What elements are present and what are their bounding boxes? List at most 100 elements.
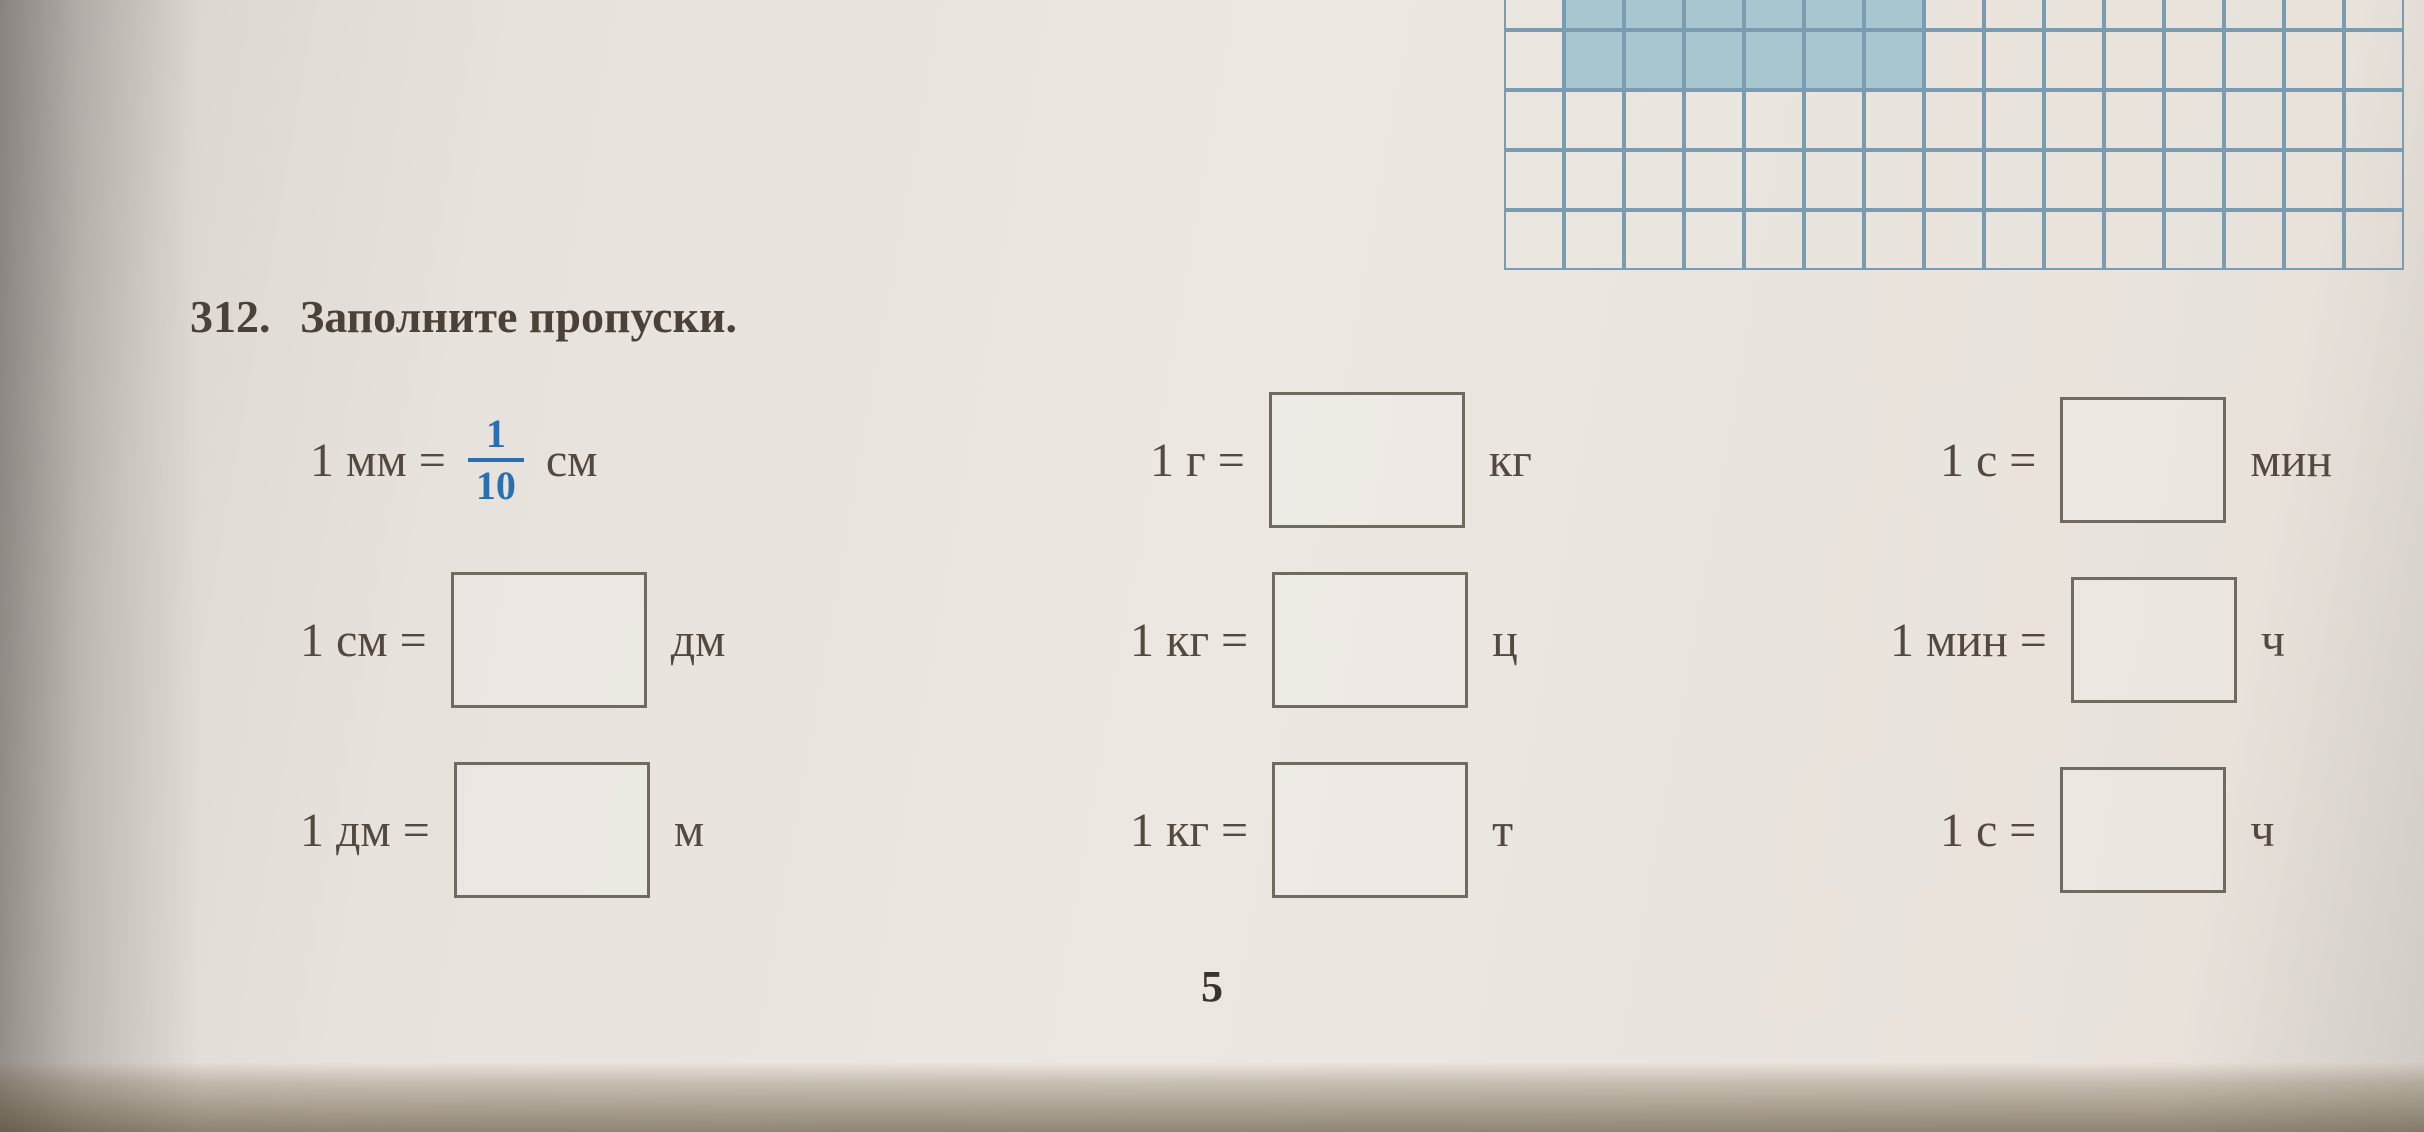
fraction-1-10: 1 10 (468, 414, 524, 506)
unit: м (662, 803, 704, 858)
grid-cell (2344, 90, 2404, 150)
grid-cell (2224, 90, 2284, 150)
grid-cell (1504, 210, 1564, 270)
unit: ч (2249, 613, 2285, 668)
grid-cell (2044, 150, 2104, 210)
eq-min-h: 1 мин = ч (1890, 570, 2285, 710)
grid-cell (2044, 90, 2104, 150)
grid-cell (1504, 150, 1564, 210)
grid-cell (1804, 150, 1864, 210)
grid-cell (2224, 210, 2284, 270)
grid-cell (2164, 0, 2224, 30)
answer-box[interactable] (2060, 397, 2226, 523)
problem-number: 312. (190, 290, 271, 343)
grid-cell (2104, 210, 2164, 270)
grid-cell (2164, 30, 2224, 90)
lhs: 1 кг = (1130, 803, 1260, 858)
unit: дм (659, 613, 726, 668)
binding-shadow (0, 0, 200, 1132)
grid-cell (2224, 0, 2284, 30)
grid-cell (1744, 0, 1804, 30)
grid-cell (1924, 150, 1984, 210)
unit: см (534, 433, 598, 488)
unit: т (1480, 803, 1513, 858)
eq-g-kg: 1 г = кг (1150, 390, 1532, 530)
grid-cell (1864, 150, 1924, 210)
grid-cell (1984, 0, 2044, 30)
grid-cell (1624, 0, 1684, 30)
lhs: 1 с = (1940, 433, 2048, 488)
grid-cell (1564, 30, 1624, 90)
grid-cell (1684, 0, 1744, 30)
grid-cell (2164, 150, 2224, 210)
grid-cell (1624, 150, 1684, 210)
grid-cell (1744, 210, 1804, 270)
grid-cell (1864, 210, 1924, 270)
grid-cell (2344, 210, 2404, 270)
grid-cell (2224, 30, 2284, 90)
grid-cell (1864, 90, 1924, 150)
grid-cell (2284, 0, 2344, 30)
answer-box[interactable] (1269, 392, 1465, 528)
grid-cell (1684, 150, 1744, 210)
unit: кг (1477, 433, 1532, 488)
eq-s-min: 1 с = мин (1940, 390, 2332, 530)
eq-cm-dm: 1 см = дм (300, 570, 726, 710)
answer-box[interactable] (454, 762, 650, 898)
lhs: 1 мин = (1890, 613, 2059, 668)
answer-box[interactable] (1272, 572, 1468, 708)
unit: ц (1480, 613, 1518, 668)
grid-cell (1924, 90, 1984, 150)
grid-cell (2284, 90, 2344, 150)
grid-cell (1564, 150, 1624, 210)
grid-cell (1744, 30, 1804, 90)
lhs: 1 с = (1940, 803, 2048, 858)
grid-cell (1984, 150, 2044, 210)
answer-box[interactable] (2060, 767, 2226, 893)
grid-cell (1684, 210, 1744, 270)
lhs: 1 кг = (1130, 613, 1260, 668)
grid-cell (1624, 30, 1684, 90)
grid-cell (1924, 210, 1984, 270)
grid-cell (1804, 210, 1864, 270)
lhs: 1 г = (1150, 433, 1257, 488)
answer-box[interactable] (451, 572, 647, 708)
page: 312. Заполните пропуски. 1 мм = 1 10 см … (0, 0, 2424, 1132)
grid-cell (1924, 30, 1984, 90)
grid-cell (1864, 0, 1924, 30)
lhs: 1 дм = (300, 803, 442, 858)
grid-cell (2044, 210, 2104, 270)
grid-cell (1504, 30, 1564, 90)
unit: ч (2238, 803, 2274, 858)
grid-cell (1984, 90, 2044, 150)
grid-cell (1504, 90, 1564, 150)
grid-cell (1504, 0, 1564, 30)
lhs: 1 см = (300, 613, 439, 668)
eq-mm-cm: 1 мм = 1 10 см (310, 390, 598, 530)
grid-cell (2344, 0, 2404, 30)
grid-cell (2104, 150, 2164, 210)
grid-cell (1984, 30, 2044, 90)
grid-cell (1564, 210, 1624, 270)
grid-cell (2044, 0, 2104, 30)
grid-cell (2284, 30, 2344, 90)
answer-box[interactable] (1272, 762, 1468, 898)
grid-cell (2284, 150, 2344, 210)
grid-cell (2104, 90, 2164, 150)
grid-cell (2224, 150, 2284, 210)
fraction-denominator: 10 (468, 458, 524, 506)
answer-box[interactable] (2071, 577, 2237, 703)
eq-s-h: 1 с = ч (1940, 760, 2275, 900)
grid-cell (2284, 210, 2344, 270)
grid-cell (1804, 90, 1864, 150)
grid-cell (1924, 0, 1984, 30)
grid-cell (2344, 150, 2404, 210)
page-bottom-edge (0, 1062, 2424, 1132)
grid-cell (2104, 30, 2164, 90)
eq-dm-m: 1 дм = м (300, 760, 704, 900)
unit: мин (2238, 433, 2332, 488)
grid-cell (2164, 90, 2224, 150)
grid-cell (2164, 210, 2224, 270)
grid-cell (1984, 210, 2044, 270)
grid-cell (1564, 0, 1624, 30)
